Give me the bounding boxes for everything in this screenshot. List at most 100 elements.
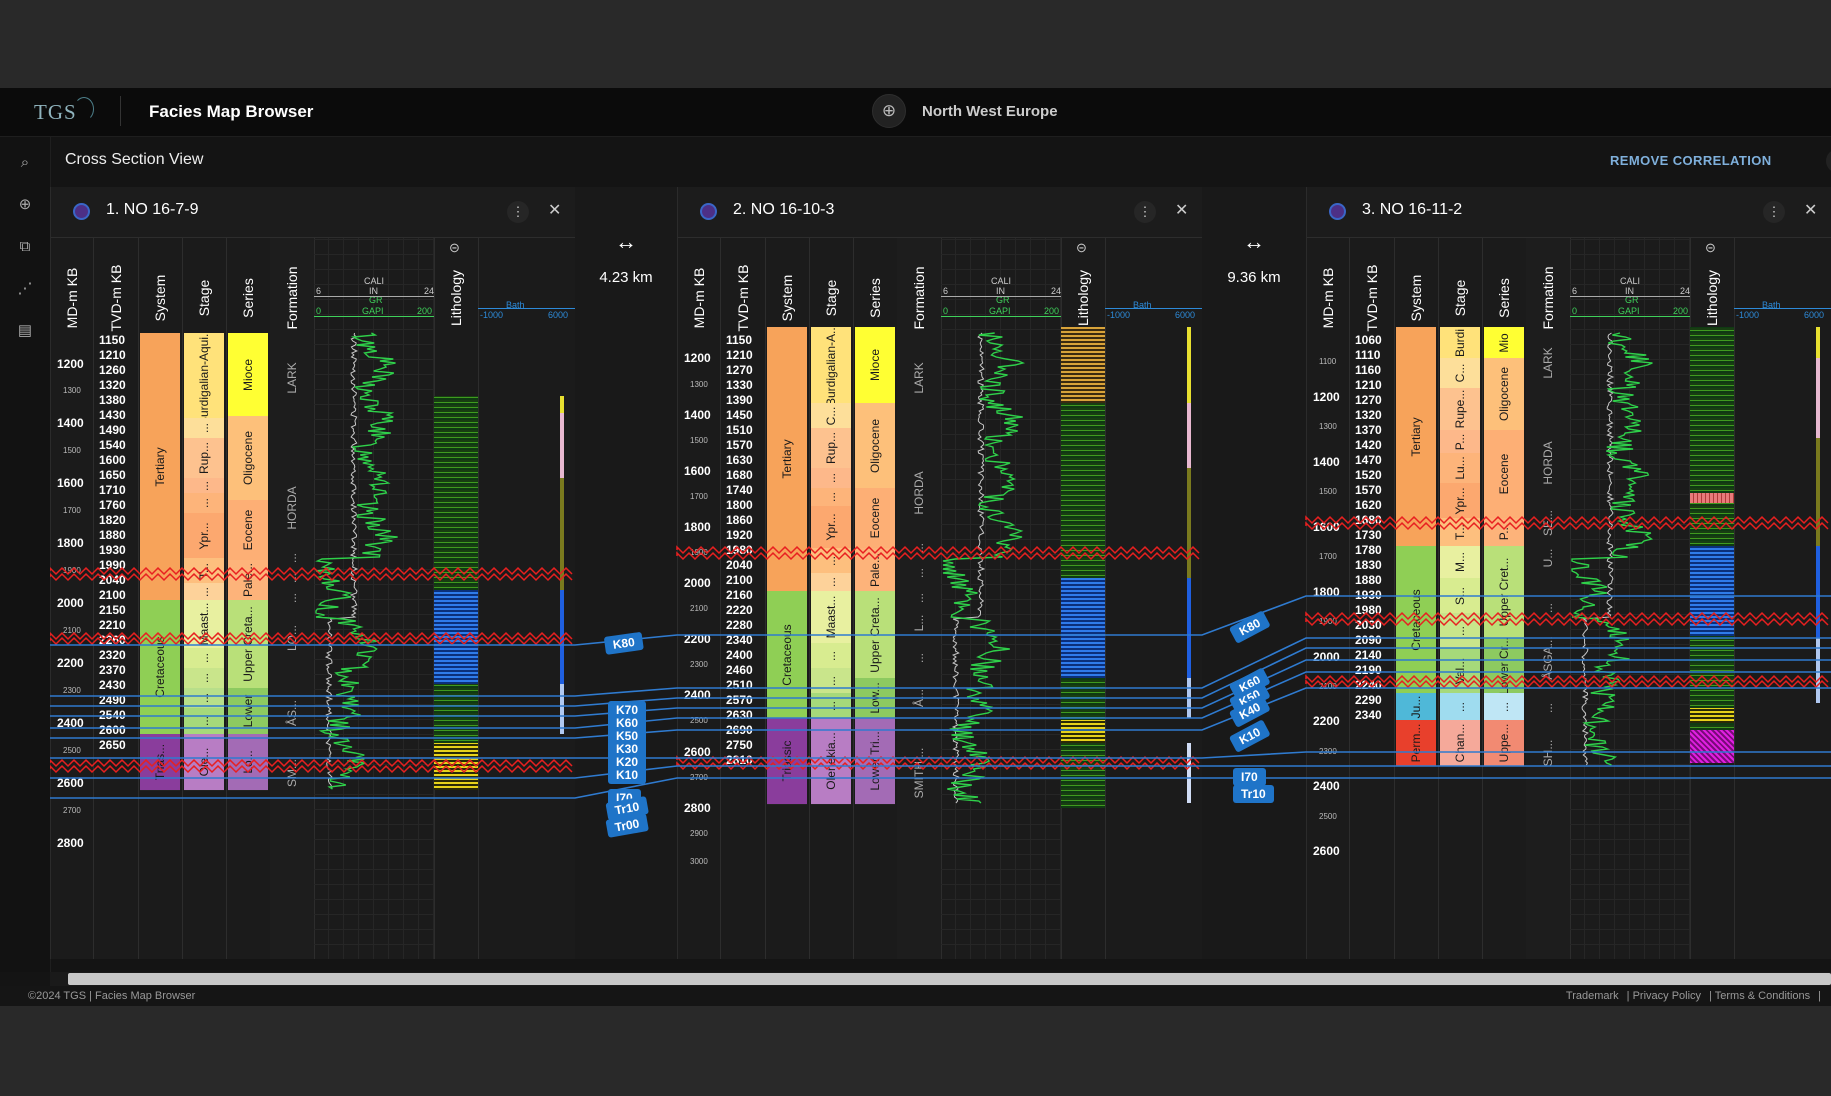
- stage-interval[interactable]: Chan...: [1440, 720, 1480, 767]
- stage-interval[interactable]: Ole...: [184, 734, 224, 791]
- formation-label[interactable]: U...: [1541, 548, 1555, 568]
- lithology-interval[interactable]: [1690, 723, 1734, 730]
- search-icon[interactable]: ⌕: [20, 153, 30, 171]
- lithology-interval[interactable]: [1061, 578, 1105, 678]
- stage-interval[interactable]: Burdigalian-Aqui...: [184, 333, 224, 419]
- kebab-menu-icon[interactable]: ⋮: [1763, 201, 1785, 223]
- export-file-icon[interactable]: ▤: [17, 322, 33, 339]
- lithology-interval[interactable]: [1061, 678, 1105, 720]
- stage-interval[interactable]: Ypr...: [184, 513, 224, 559]
- series-interval[interactable]: Upper Cret...: [1484, 546, 1524, 639]
- formation-label[interactable]: LO...: [285, 624, 299, 652]
- tgs-logo[interactable]: TGS: [34, 97, 94, 125]
- lithology-interval[interactable]: [1690, 730, 1734, 763]
- stage-interval[interactable]: Maast...: [811, 591, 851, 644]
- formation-label[interactable]: ...: [912, 567, 926, 579]
- horizontal-scrollbar[interactable]: [50, 972, 1831, 986]
- bath-interval[interactable]: [1187, 468, 1191, 578]
- close-icon[interactable]: ✕: [1804, 202, 1818, 219]
- stage-interval[interactable]: ...: [811, 548, 851, 574]
- bath-interval[interactable]: [1187, 403, 1191, 468]
- formation-label[interactable]: ...: [912, 652, 926, 664]
- lithology-interval[interactable]: [1690, 636, 1734, 708]
- correlation-tag[interactable]: I70: [1233, 768, 1266, 786]
- stage-interval[interactable]: ...: [184, 583, 224, 601]
- series-interval[interactable]: Uppe...: [1484, 720, 1524, 767]
- system-interval[interactable]: Tertiary: [1396, 327, 1436, 547]
- stage-interval[interactable]: ...: [1440, 613, 1480, 649]
- stage-interval[interactable]: ...: [811, 643, 851, 669]
- stage-interval[interactable]: ...: [184, 708, 224, 735]
- stage-interval[interactable]: ...: [811, 468, 851, 489]
- system-interval[interactable]: Ju...: [1396, 693, 1436, 721]
- formation-label[interactable]: ...: [912, 542, 926, 554]
- formation-label[interactable]: ...: [1541, 602, 1555, 614]
- series-interval[interactable]: Eocene: [855, 488, 895, 549]
- formation-label[interactable]: SM...: [285, 758, 299, 788]
- footer-link-terms[interactable]: | Terms & Conditions: [1709, 990, 1811, 1002]
- open-external-icon[interactable]: ⧉: [19, 237, 31, 255]
- lithology-interval[interactable]: [1061, 720, 1105, 743]
- series-interval[interactable]: Oligocene: [228, 416, 268, 501]
- well-name[interactable]: 3. NO 16-11-2: [1362, 201, 1463, 218]
- stage-interval[interactable]: Olenekia...: [811, 718, 851, 805]
- formation-label[interactable]: ...: [1541, 702, 1555, 714]
- series-interval[interactable]: Pale...: [855, 548, 895, 592]
- bath-interval[interactable]: [1816, 546, 1820, 638]
- formation-label[interactable]: HORDA: [285, 486, 299, 530]
- region-selector[interactable]: ⊕ North West Europe: [872, 94, 1058, 128]
- lithology-info-icon[interactable]: ⊝: [1076, 240, 1087, 255]
- bath-interval[interactable]: [560, 684, 564, 734]
- series-interval[interactable]: Oligocene: [855, 403, 895, 489]
- stage-interval[interactable]: ...: [811, 573, 851, 592]
- formation-label[interactable]: HORDA: [912, 471, 926, 515]
- stage-interval[interactable]: Val...: [1440, 648, 1480, 694]
- lithology-info-icon[interactable]: ⊝: [1705, 240, 1716, 255]
- footer-link-privacy[interactable]: | Privacy Policy: [1626, 990, 1702, 1002]
- series-interval[interactable]: Mio: [1484, 327, 1524, 359]
- stage-interval[interactable]: ...: [184, 493, 224, 514]
- stage-interval[interactable]: ...: [184, 688, 224, 709]
- formation-label[interactable]: LARK: [912, 362, 926, 394]
- system-interval[interactable]: Tertiary: [767, 327, 807, 592]
- stage-interval[interactable]: ...: [184, 648, 224, 669]
- lithology-interval[interactable]: [1061, 327, 1105, 403]
- lithology-interval[interactable]: [1061, 403, 1105, 578]
- kebab-menu-icon[interactable]: ⋮: [1134, 201, 1156, 223]
- formation-label[interactable]: ...: [285, 552, 299, 564]
- system-interval[interactable]: Trias...: [140, 734, 180, 791]
- well-name[interactable]: 2. NO 16-10-3: [733, 201, 835, 218]
- formation-label[interactable]: SH...: [1541, 739, 1555, 767]
- stage-interval[interactable]: Ypr...: [1440, 483, 1480, 519]
- series-interval[interactable]: Eocene: [1484, 430, 1524, 519]
- formation-label[interactable]: HORDA: [1541, 441, 1555, 485]
- formation-label[interactable]: ...: [285, 592, 299, 604]
- stage-interval[interactable]: ...: [1440, 693, 1480, 721]
- bath-interval[interactable]: [1187, 578, 1191, 678]
- close-icon[interactable]: ✕: [1175, 202, 1189, 219]
- formation-label[interactable]: ...: [285, 572, 299, 584]
- bath-interval[interactable]: [560, 590, 564, 684]
- formation-label[interactable]: ...: [912, 592, 926, 604]
- stage-interval[interactable]: ...: [811, 488, 851, 507]
- system-interval[interactable]: Perm...: [1396, 720, 1436, 767]
- bath-interval[interactable]: [560, 478, 564, 590]
- formation-label[interactable]: ÅSGA...: [1541, 636, 1555, 680]
- stage-interval[interactable]: Rup...: [811, 428, 851, 469]
- series-interval[interactable]: Oligocene: [1484, 358, 1524, 431]
- lithology-interval[interactable]: [1061, 743, 1105, 808]
- stage-interval[interactable]: C...: [1440, 358, 1480, 389]
- bath-interval[interactable]: [1187, 327, 1191, 403]
- kebab-menu-icon[interactable]: ⋮: [507, 201, 529, 223]
- system-interval[interactable]: Tertiary: [140, 333, 180, 601]
- lithology-interval[interactable]: [434, 684, 478, 743]
- formation-label[interactable]: LARK: [1541, 347, 1555, 379]
- scrollbar-thumb[interactable]: [68, 973, 1831, 985]
- lithology-interval[interactable]: [1690, 708, 1734, 723]
- lithology-interval[interactable]: [1690, 327, 1734, 493]
- lithology-interval[interactable]: [434, 590, 478, 684]
- formation-label[interactable]: L...: [912, 614, 926, 632]
- stage-interval[interactable]: T...: [184, 558, 224, 584]
- bath-interval[interactable]: [1187, 678, 1191, 718]
- series-interval[interactable]: Mioce: [228, 333, 268, 417]
